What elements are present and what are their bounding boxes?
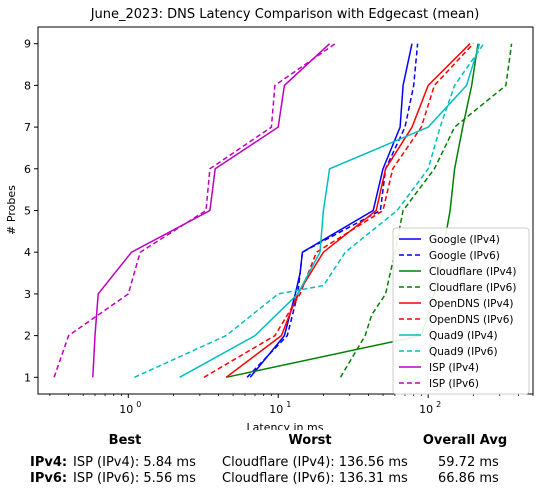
avg-ipv4: 59.72 ms <box>438 455 499 470</box>
series-line-1 <box>246 43 419 378</box>
legend-label-2: Cloudflare (IPv4) <box>429 266 516 278</box>
series-line-3 <box>339 43 513 378</box>
legend-label-0: Google (IPv4) <box>429 234 500 246</box>
row-label-ipv6: IPv6: <box>30 471 68 486</box>
x-tick-label-1: 10 <box>269 403 283 416</box>
y-tick-label-1: 2 <box>24 330 31 343</box>
y-tick-label-3: 4 <box>24 246 31 259</box>
y-tick-label-4: 5 <box>24 205 31 218</box>
best-ipv6: ISP (IPv6): 5.56 ms <box>73 471 196 486</box>
series-lines <box>53 43 513 379</box>
chart-legend: Google (IPv4) Google (IPv6) Cloudflare (IP… <box>392 227 530 395</box>
x-tick-exponent-0: 0 <box>136 400 141 409</box>
legend-label-8: ISP (IPv4) <box>429 362 479 374</box>
best-ipv4: ISP (IPv4): 5.84 ms <box>73 455 196 470</box>
series-line-6 <box>179 43 481 378</box>
series-line-4 <box>225 43 471 378</box>
y-tick-label-6: 7 <box>24 121 31 134</box>
x-tick-label-0: 10 <box>119 403 133 416</box>
header-overall-avg: Overall Avg <box>422 433 508 448</box>
worst-ipv4: Cloudflare (IPv4): 136.56 ms <box>222 455 408 470</box>
y-tick-label-2: 3 <box>24 288 31 301</box>
legend-label-5: OpenDNS (IPv6) <box>429 314 514 326</box>
legend-label-7: Quad9 (IPv6) <box>429 346 498 358</box>
legend-label-9: ISP (IPv6) <box>429 378 479 390</box>
worst-ipv6: Cloudflare (IPv6): 136.31 ms <box>222 471 408 486</box>
header-worst: Worst <box>288 433 332 448</box>
legend-label-4: OpenDNS (IPv4) <box>429 298 514 310</box>
series-line-9 <box>53 43 336 378</box>
x-tick-label-2: 10 <box>419 403 433 416</box>
x-axis-label: Latency in ms <box>247 421 324 430</box>
y-tick-label-7: 8 <box>24 79 31 92</box>
x-tick-exponent-2: 2 <box>436 400 441 409</box>
y-tick-label-8: 9 <box>24 38 31 51</box>
legend-label-1: Google (IPv6) <box>429 250 500 262</box>
legend-label-6: Quad9 (IPv4) <box>429 330 498 342</box>
x-tick-exponent-1: 1 <box>286 400 291 409</box>
legend-box <box>392 227 530 395</box>
header-best: Best <box>108 433 142 448</box>
legend-label-3: Cloudflare (IPv6) <box>429 282 516 294</box>
chart-title: June_2023: DNS Latency Comparison with E… <box>90 7 480 22</box>
y-tick-label-0: 1 <box>24 371 31 384</box>
series-line-8 <box>92 43 331 378</box>
latency-chart: June_2023: DNS Latency Comparison with E… <box>5 7 534 430</box>
avg-ipv6: 66.86 ms <box>438 471 499 486</box>
row-label-ipv4: IPv4: <box>30 455 68 470</box>
y-axis-label: # Probes <box>5 185 18 235</box>
y-tick-label-5: 6 <box>24 163 31 176</box>
series-line-5 <box>203 43 474 378</box>
